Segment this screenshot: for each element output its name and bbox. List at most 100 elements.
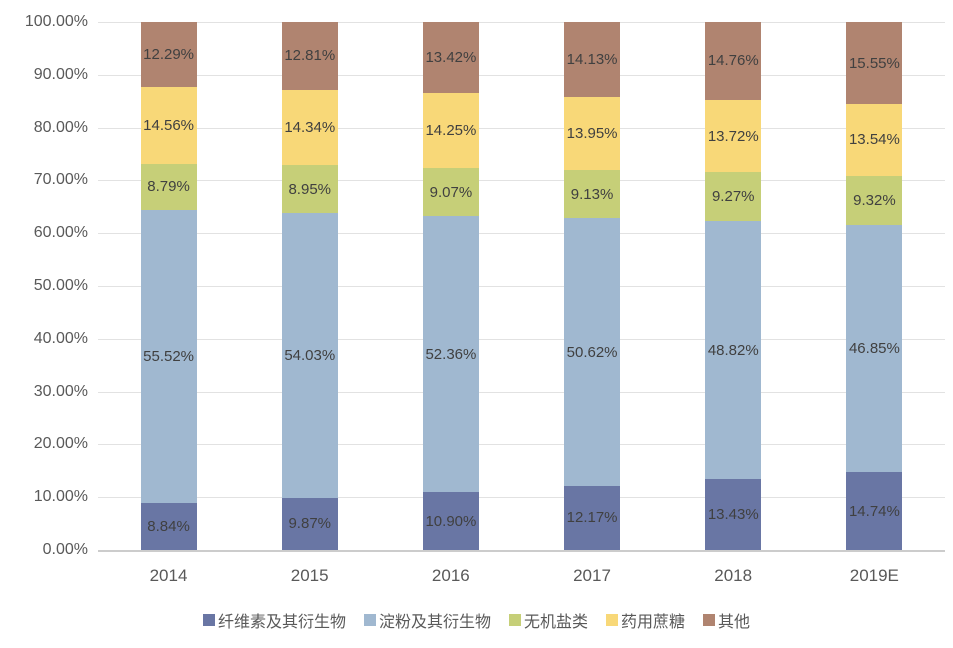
bar-2017: 12.17% 50.62% 9.13% 13.95% 14.13% (564, 22, 621, 550)
bar-segment-2019E-series-0: 14.74% (846, 472, 903, 550)
data-label: 14.76% (707, 52, 759, 70)
gridline (98, 286, 945, 287)
bar-segment-2016-series-3: 14.25% (422, 92, 479, 169)
data-label: 14.34% (284, 119, 336, 137)
bar-segment-2014-series-1: 55.52% (140, 210, 197, 504)
data-label: 48.82% (707, 341, 759, 359)
bar-2016: 10.90% 52.36% 9.07% 14.25% 13.42% (422, 22, 479, 550)
data-label: 14.56% (143, 116, 195, 134)
bar-segment-2018-series-1: 48.82% (705, 221, 762, 480)
data-label: 8.95% (288, 180, 332, 198)
data-label: 13.72% (707, 127, 759, 145)
bar-segment-2019E-series-2: 9.32% (846, 175, 903, 225)
data-label: 52.36% (425, 345, 477, 363)
data-label: 14.13% (566, 50, 618, 68)
data-label: 9.27% (711, 188, 755, 206)
data-label: 10.90% (425, 512, 477, 530)
bar-segment-2014-series-4: 12.29% (140, 22, 197, 87)
data-label: 12.81% (284, 47, 336, 65)
bar-segment-2018-series-4: 14.76% (705, 22, 762, 100)
bar-segment-2017-series-1: 50.62% (564, 218, 621, 486)
bar-segment-2014-series-2: 8.79% (140, 163, 197, 211)
data-label: 54.03% (284, 346, 336, 364)
data-label: 9.32% (853, 191, 896, 209)
legend-swatch-icon (508, 614, 521, 626)
data-label: 12.29% (143, 45, 195, 63)
data-label: 46.85% (848, 340, 900, 357)
data-label: 13.43% (707, 506, 759, 524)
legend-label: 其他 (718, 614, 751, 631)
legend-item-4: 其他 (703, 608, 750, 632)
y-axis-tick-label: 50.00% (33, 277, 88, 294)
data-label: 9.87% (288, 515, 332, 533)
bar-segment-2015-series-4: 12.81% (281, 22, 338, 90)
x-axis-line (98, 550, 945, 552)
gridline (98, 180, 945, 182)
y-axis-tick-label: 60.00% (33, 224, 88, 242)
bar-2015: 9.87% 54.03% 8.95% 14.34% 12.81% (281, 22, 338, 550)
data-label: 13.95% (566, 124, 618, 142)
bar-segment-2019E-series-4: 15.55% (846, 22, 903, 105)
bar-segment-2017-series-3: 13.95% (564, 96, 621, 171)
bar-segment-2014-series-0: 8.84% (140, 503, 197, 550)
bar-segment-2015-series-0: 9.87% (281, 497, 338, 550)
data-label: 13.54% (848, 131, 900, 149)
x-axis-tick-label: 2019E (849, 566, 899, 585)
bar-2018: 13.43% 48.82% 9.27% 13.72% 14.76% (705, 22, 762, 550)
gridline (98, 391, 945, 393)
bar-segment-2016-series-0: 10.90% (422, 492, 479, 550)
x-axis-tick-label: 2017 (573, 566, 611, 585)
legend-label: 无机盐类 (523, 614, 588, 631)
data-label: 9.13% (570, 185, 614, 203)
data-label: 55.52% (143, 348, 195, 366)
gridline (98, 338, 945, 340)
bar-segment-2015-series-2: 8.95% (281, 165, 338, 213)
legend-item-3: 药用蔗糖 (606, 608, 685, 632)
y-axis-tick-label: 40.00% (33, 329, 88, 347)
legend-item-1: 淀粉及其衍生物 (363, 608, 491, 632)
bar-segment-2018-series-0: 13.43% (705, 479, 762, 550)
legend-label: 纤维素及其衍生物 (217, 614, 346, 631)
bar-segment-2015-series-1: 54.03% (281, 212, 338, 498)
x-axis-tick-label: 2016 (431, 566, 470, 585)
legend-label: 淀粉及其衍生物 (378, 614, 491, 631)
bar-2014: 8.84% 55.52% 8.79% 14.56% 12.29% (140, 22, 197, 550)
y-axis-tick-label: 90.00% (33, 65, 88, 83)
plot-area: 8.84% 55.52% 8.79% 14.56% 12.29% 9.87% 54.03% 8… (98, 22, 945, 552)
gridline (98, 127, 945, 129)
x-axis-tick-label: 2018 (714, 566, 753, 585)
gridline (98, 74, 945, 76)
bar-segment-2017-series-4: 14.13% (564, 22, 621, 97)
bar-segment-2017-series-0: 12.17% (564, 485, 621, 550)
gridline (98, 233, 945, 235)
bar-segment-2019E-series-1: 46.85% (846, 224, 903, 473)
bar-segment-2014-series-3: 14.56% (140, 86, 197, 164)
data-label: 14.74% (848, 502, 900, 520)
legend: 纤维素及其衍生物 淀粉及其衍生物 无机盐类 药用蔗糖 其他 (0, 608, 953, 632)
gridline (98, 497, 945, 499)
y-axis-tick-label: 20.00% (33, 435, 88, 453)
x-axis-tick-label: 2014 (149, 566, 188, 585)
legend-swatch-icon (703, 614, 716, 626)
y-axis-tick-label: 30.00% (33, 382, 88, 400)
y-axis-tick-label: 100.00% (24, 13, 88, 30)
y-axis-tick-label: 70.00% (33, 171, 88, 189)
data-label: 9.07% (429, 183, 473, 201)
bar-segment-2017-series-2: 9.13% (564, 170, 621, 219)
bar-segment-2018-series-2: 9.27% (705, 172, 762, 222)
gridline (98, 22, 945, 23)
legend-swatch-icon (606, 614, 618, 626)
data-label: 13.42% (425, 48, 477, 66)
legend-item-2: 无机盐类 (508, 608, 588, 632)
bar-segment-2016-series-1: 52.36% (422, 216, 479, 493)
y-axis-tick-label: 10.00% (33, 488, 88, 506)
data-label: 15.55% (848, 54, 900, 72)
y-axis-tick-label: 80.00% (33, 118, 88, 136)
data-label: 12.17% (566, 509, 618, 527)
data-label: 50.62% (566, 343, 618, 361)
bar-segment-2016-series-2: 9.07% (422, 168, 479, 216)
gridline (98, 444, 945, 446)
x-axis-tick-label: 2015 (290, 566, 329, 585)
bar-segment-2016-series-4: 13.42% (422, 22, 479, 93)
